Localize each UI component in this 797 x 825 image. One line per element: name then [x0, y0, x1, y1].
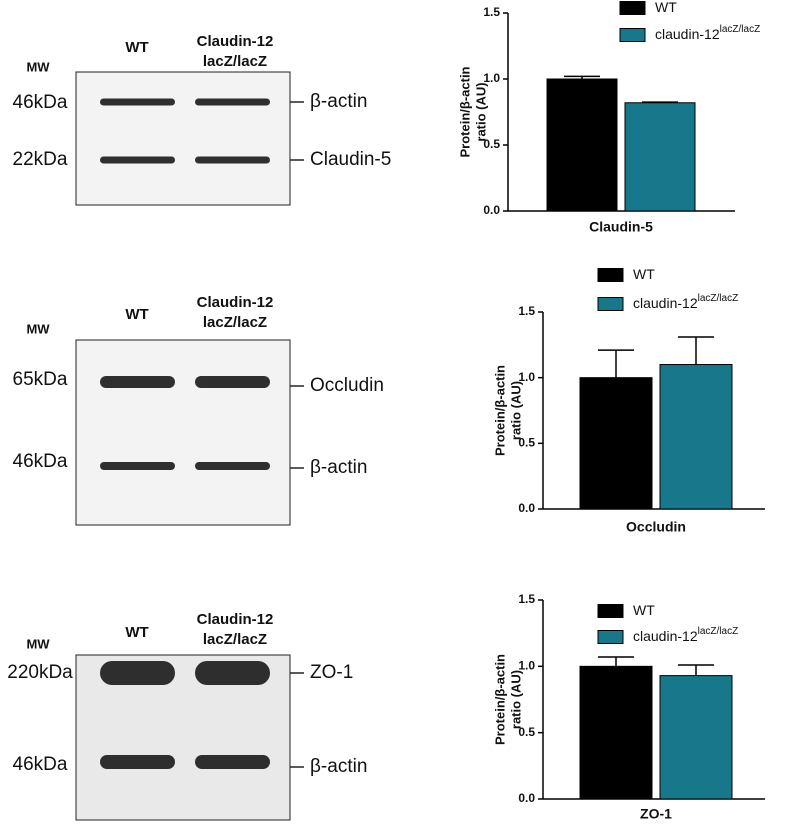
x-axis-label: Claudin-5 — [589, 219, 653, 235]
protein-label: Occludin — [310, 375, 384, 396]
y-tick-label: 0.5 — [518, 436, 535, 450]
x-axis-label: ZO-1 — [640, 806, 672, 822]
legend-superscript: lacZ/lacZ — [698, 626, 739, 637]
error-bar — [678, 336, 714, 365]
y-tick-label: 0.0 — [518, 501, 535, 515]
y-axis-label: ratio (AU) — [508, 381, 523, 440]
y-tick-label: 1.5 — [483, 5, 500, 19]
band — [195, 156, 270, 164]
error-bar — [598, 349, 634, 378]
band — [195, 376, 270, 388]
bar — [624, 102, 696, 212]
legend-name: claudin-12 — [655, 26, 720, 42]
lane-label: WT — [125, 39, 148, 56]
lane-label: lacZ/lacZ — [203, 53, 267, 70]
mw-label: MW — [26, 636, 50, 651]
bar — [579, 665, 653, 800]
legend-superscript: lacZ/lacZ — [698, 293, 739, 304]
legend-label: claudin-12lacZ/lacZ — [655, 24, 760, 42]
legend-name: claudin-12 — [633, 628, 698, 644]
y-tick-label: 0.0 — [483, 203, 500, 217]
band — [100, 462, 175, 470]
bar — [579, 377, 653, 510]
legend-name: WT — [633, 266, 655, 282]
y-axis-label: ratio (AU) — [508, 670, 523, 729]
legend-name: WT — [655, 0, 677, 15]
band — [100, 661, 175, 685]
size-label: 22kDa — [13, 149, 68, 170]
y-axis-label: Protein/β-actin — [492, 365, 507, 456]
y-tick-label: 0.5 — [483, 137, 500, 151]
legend-label: claudin-12lacZ/lacZ — [633, 626, 738, 644]
legend-label: WT — [655, 0, 677, 15]
error-bar — [564, 75, 600, 79]
legend-swatch — [619, 28, 646, 42]
legend-name: claudin-12 — [633, 295, 698, 311]
protein-label: β-actin — [310, 91, 367, 112]
y-axis-label: Protein/β-actin — [457, 66, 472, 157]
legend-label: WT — [633, 602, 655, 618]
legend-superscript: lacZ/lacZ — [720, 24, 761, 35]
mw-label: MW — [26, 59, 50, 74]
y-tick-label: 1.5 — [518, 592, 535, 606]
y-tick-label: 0.5 — [518, 725, 535, 739]
mw-label: MW — [26, 321, 50, 336]
blot-frame — [75, 339, 291, 526]
y-tick-label: 1.0 — [483, 71, 500, 85]
bar — [659, 364, 733, 510]
y-tick-label: 0.0 — [518, 791, 535, 805]
size-label: 46kDa — [13, 451, 68, 472]
bar — [546, 78, 618, 212]
legend-swatch — [597, 630, 624, 644]
legend-label: claudin-12lacZ/lacZ — [633, 293, 738, 311]
legend-swatch — [597, 297, 624, 311]
band — [100, 376, 175, 388]
band — [195, 98, 270, 106]
y-axis-label: Protein/β-actin — [492, 654, 507, 745]
y-tick-label: 1.0 — [518, 659, 535, 673]
protein-label: ZO-1 — [310, 662, 353, 683]
y-axis-label: ratio (AU) — [473, 82, 488, 141]
band — [195, 661, 270, 685]
lane-label: Claudin-12 — [197, 294, 274, 311]
lane-label: lacZ/lacZ — [203, 631, 267, 648]
error-bar — [642, 101, 678, 103]
protein-label: β-actin — [310, 457, 367, 478]
blot-frame — [75, 71, 291, 206]
x-axis-label: Occludin — [626, 519, 686, 535]
band — [100, 98, 175, 106]
legend-label: WT — [633, 266, 655, 282]
lane-label: WT — [125, 624, 148, 641]
error-bar — [678, 664, 714, 676]
size-label: 46kDa — [13, 754, 68, 775]
protein-label: Claudin-5 — [310, 149, 391, 170]
lane-label: Claudin-12 — [197, 611, 274, 628]
error-bar — [598, 656, 634, 667]
bar — [659, 675, 733, 800]
lane-label: Claudin-12 — [197, 33, 274, 50]
size-label: 220kDa — [7, 662, 73, 683]
legend-swatch — [597, 604, 624, 618]
band — [195, 755, 270, 769]
legend-name: WT — [633, 602, 655, 618]
lane-label: lacZ/lacZ — [203, 314, 267, 331]
legend-swatch — [619, 1, 646, 15]
size-label: 65kDa — [13, 369, 68, 390]
band — [100, 156, 175, 164]
legend-swatch — [597, 268, 624, 282]
size-label: 46kDa — [13, 92, 68, 113]
lane-label: WT — [125, 306, 148, 323]
band — [100, 755, 175, 769]
y-tick-label: 1.0 — [518, 370, 535, 384]
protein-label: β-actin — [310, 756, 367, 777]
y-tick-label: 1.5 — [518, 304, 535, 318]
band — [195, 462, 270, 470]
